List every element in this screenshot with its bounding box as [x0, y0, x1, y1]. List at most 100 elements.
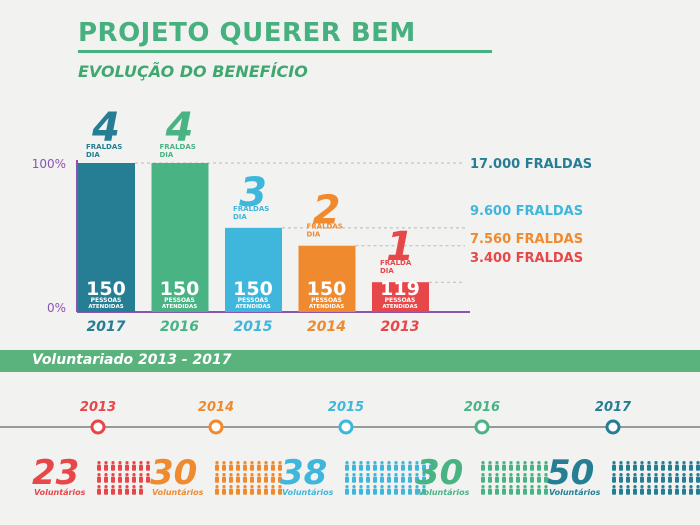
- person-icon: [97, 485, 101, 495]
- fraldas-dia-label: DIA: [307, 231, 321, 239]
- person-icon: [215, 461, 219, 471]
- person-icon: [696, 485, 700, 495]
- person-icon: [125, 473, 129, 483]
- timeline-year-2014: 2014: [198, 400, 234, 415]
- bar-2016: [151, 163, 209, 312]
- person-icon: [415, 473, 419, 483]
- person-icon: [612, 461, 616, 471]
- person-icon: [401, 473, 405, 483]
- fraldas-dia-value: 1: [386, 224, 414, 270]
- person-icon: [387, 473, 391, 483]
- person-icon: [612, 473, 616, 483]
- person-icon: [243, 473, 247, 483]
- person-icon: [544, 473, 548, 483]
- fraldas-dia-label: DIA: [160, 151, 174, 159]
- pessoas-atendidas-label: ATENDIDAS: [162, 304, 197, 310]
- page-subtitle: EVOLUÇÃO DO BENEFÍCIO: [78, 62, 308, 81]
- pessoas-atendidas-label: PESSOAS: [164, 297, 195, 304]
- person-icon: [502, 461, 506, 471]
- person-icon: [537, 473, 541, 483]
- person-icon: [530, 485, 534, 495]
- person-icon: [523, 473, 527, 483]
- person-icon: [104, 485, 108, 495]
- volunteer-label: Voluntários: [282, 488, 334, 497]
- person-icon: [359, 461, 363, 471]
- person-icon: [118, 461, 122, 471]
- person-icon: [352, 485, 356, 495]
- person-icon: [271, 485, 275, 495]
- person-icon: [408, 485, 412, 495]
- person-icon: [366, 485, 370, 495]
- person-icon: [689, 485, 693, 495]
- person-icon: [243, 485, 247, 495]
- pessoas-atendidas-value: 150: [86, 278, 126, 300]
- person-icon: [146, 461, 150, 471]
- person-icon: [222, 485, 226, 495]
- fraldas-dia-value: 3: [239, 170, 267, 216]
- person-icon: [488, 473, 492, 483]
- legend-label: 17.000 FRALDAS: [470, 157, 592, 172]
- person-icon: [139, 461, 143, 471]
- person-icon: [668, 461, 672, 471]
- person-icon: [689, 461, 693, 471]
- person-icon: [111, 473, 115, 483]
- person-icon: [675, 473, 679, 483]
- person-icon: [415, 485, 419, 495]
- person-icon: [633, 473, 637, 483]
- person-icon: [502, 485, 506, 495]
- volunteer-label: Voluntários: [549, 488, 601, 497]
- person-icon: [530, 461, 534, 471]
- volunteer-label: Voluntários: [418, 488, 470, 497]
- x-tick-label: 2015: [234, 319, 273, 335]
- person-icon: [682, 473, 686, 483]
- person-icon: [250, 485, 254, 495]
- person-icon: [111, 461, 115, 471]
- person-icon: [502, 473, 506, 483]
- pessoas-atendidas-label: PESSOAS: [238, 297, 269, 304]
- person-icon: [380, 461, 384, 471]
- person-icon: [250, 473, 254, 483]
- person-icon: [257, 461, 261, 471]
- person-icon: [523, 461, 527, 471]
- person-icon: [394, 473, 398, 483]
- timeline-marker: [605, 419, 621, 435]
- person-icon: [222, 461, 226, 471]
- legend-label: 3.400 FRALDAS: [470, 251, 583, 266]
- person-icon: [380, 473, 384, 483]
- person-icon: [257, 485, 261, 495]
- person-icon: [118, 473, 122, 483]
- timeline-marker: [338, 419, 354, 435]
- person-icon: [229, 473, 233, 483]
- person-icon: [415, 461, 419, 471]
- person-icon: [132, 485, 136, 495]
- person-icon: [257, 473, 261, 483]
- title-rule: [78, 50, 492, 53]
- bar-2017: [78, 163, 135, 312]
- person-icon: [408, 473, 412, 483]
- person-icon: [481, 461, 485, 471]
- pessoas-atendidas-label: ATENDIDAS: [235, 304, 270, 310]
- person-icon: [352, 461, 356, 471]
- person-icon: [278, 473, 282, 483]
- fraldas-dia-label: FRALDAS: [160, 143, 196, 151]
- person-icon: [359, 473, 363, 483]
- person-icon: [537, 461, 541, 471]
- timeline-marker: [90, 419, 106, 435]
- person-icon: [373, 473, 377, 483]
- person-icon: [647, 473, 651, 483]
- person-icon: [633, 461, 637, 471]
- volunteer-count: 23: [32, 453, 79, 493]
- person-icon: [125, 461, 129, 471]
- person-icon: [544, 461, 548, 471]
- person-icon: [488, 485, 492, 495]
- person-icon: [125, 485, 129, 495]
- person-icon: [481, 473, 485, 483]
- legend-label: 9.600 FRALDAS: [470, 204, 583, 219]
- pessoas-atendidas-label: PESSOAS: [311, 297, 342, 304]
- pessoas-atendidas-label: PESSOAS: [385, 297, 416, 304]
- y-tick-label: 100%: [32, 157, 66, 171]
- person-icon: [366, 473, 370, 483]
- timeline-marker: [474, 419, 490, 435]
- person-icon: [640, 461, 644, 471]
- person-icon: [661, 473, 665, 483]
